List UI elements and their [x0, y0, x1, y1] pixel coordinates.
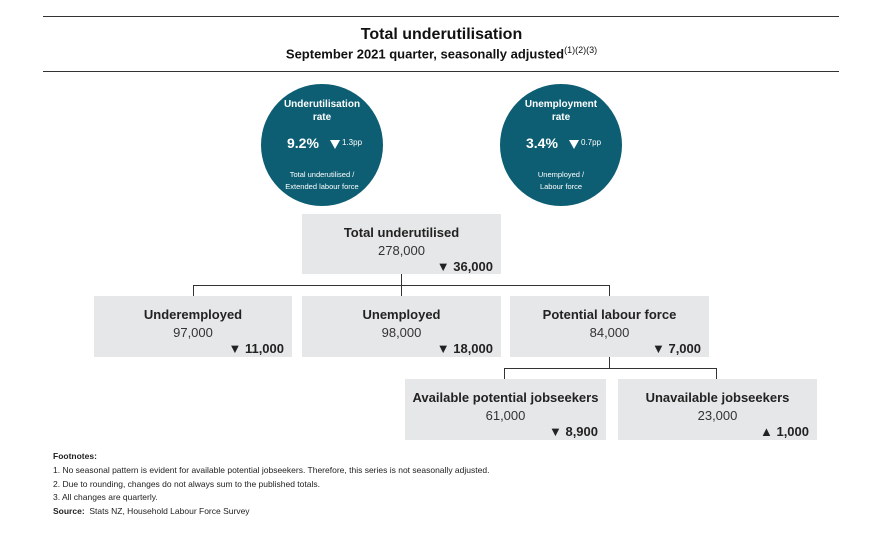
- box-title: Unemployed: [362, 307, 441, 322]
- box-title: Available potential jobseekers: [412, 390, 599, 405]
- box-title: Underemployed: [143, 307, 243, 322]
- underutilisation-rate-circle: Underutilisation rate 9.2% 1.3pp Total u…: [261, 84, 383, 206]
- unemployed-box: Unemployed 98,000 ▼ 18,000: [302, 296, 501, 357]
- connector-unavailable-drop: [716, 368, 717, 379]
- down-triangle-icon: [330, 140, 340, 149]
- box-value: 84,000: [589, 325, 630, 340]
- source-label: Source:: [53, 506, 85, 516]
- box-change: ▼ 7,000: [651, 341, 701, 356]
- box-value: 23,000: [697, 408, 738, 423]
- box-change: ▼ 36,000: [436, 259, 493, 274]
- footnote-2: 2. Due to rounding, changes do not alway…: [53, 479, 320, 489]
- box-change: ▼ 8,900: [548, 424, 598, 439]
- rate-desc-line1: Unemployed /: [537, 170, 585, 179]
- footnotes-heading: Footnotes:: [53, 451, 97, 461]
- connector-level3-horizontal: [504, 368, 717, 369]
- subtitle-footnote-refs: (1)(2)(3): [564, 45, 598, 55]
- potential-labour-force-box: Potential labour force 84,000 ▼ 7,000: [510, 296, 709, 357]
- rate-description: Total underutilised / Extended labour fo…: [261, 169, 383, 193]
- connector-underemployed-drop: [193, 285, 194, 296]
- subtitle-text: September 2021 quarter, seasonally adjus…: [285, 46, 565, 62]
- connector-potential-drop: [609, 285, 610, 296]
- rate-description: Unemployed / Labour force: [500, 169, 622, 193]
- box-value: 98,000: [381, 325, 422, 340]
- rate-title: Unemployment rate: [500, 98, 622, 124]
- rate-title-line2: rate: [551, 112, 571, 123]
- rate-change: 0.7pp: [581, 138, 602, 147]
- source-text: Stats NZ, Household Labour Force Survey: [89, 506, 250, 516]
- diagram-subtitle: September 2021 quarter, seasonally adjus…: [0, 45, 883, 61]
- available-potential-jobseekers-box: Available potential jobseekers 61,000 ▼ …: [405, 379, 606, 440]
- box-change: ▲ 1,000: [759, 424, 809, 439]
- rate-change: 1.3pp: [342, 138, 363, 147]
- rate-title-line2: rate: [312, 112, 332, 123]
- rate-title: Underutilisation rate: [261, 98, 383, 124]
- connector-total-down: [401, 274, 402, 285]
- header-bottom-rule: [43, 71, 839, 72]
- box-title: Total underutilised: [343, 225, 460, 240]
- box-change: ▼ 18,000: [436, 341, 493, 356]
- footnote-1: 1. No seasonal pattern is evident for av…: [53, 465, 490, 475]
- source-line: Source: Stats NZ, Household Labour Force…: [53, 506, 250, 516]
- rate-desc-line2: Extended labour force: [285, 182, 359, 191]
- unemployment-rate-circle: Unemployment rate 3.4% 0.7pp Unemployed …: [500, 84, 622, 206]
- box-title: Potential labour force: [542, 307, 677, 322]
- connector-unemployed-drop: [401, 285, 402, 296]
- box-value: 278,000: [378, 243, 425, 258]
- unavailable-jobseekers-box: Unavailable jobseekers 23,000 ▲ 1,000: [618, 379, 817, 440]
- total-underutilised-box: Total underutilised 278,000 ▼ 36,000: [302, 214, 501, 274]
- rate-value: 9.2%: [287, 135, 319, 151]
- rate-title-line1: Underutilisation: [283, 99, 361, 110]
- box-change: ▼ 11,000: [228, 341, 284, 356]
- rate-desc-line2: Labour force: [539, 182, 583, 191]
- rate-value: 3.4%: [526, 135, 558, 151]
- diagram-title: Total underutilisation: [360, 26, 523, 43]
- down-triangle-icon: [569, 140, 579, 149]
- box-title: Unavailable jobseekers: [645, 390, 790, 405]
- connector-available-drop: [504, 368, 505, 379]
- rate-title-line1: Unemployment: [524, 99, 598, 110]
- box-value: 61,000: [485, 408, 526, 423]
- footnote-3: 3. All changes are quarterly.: [53, 492, 158, 502]
- box-value: 97,000: [173, 325, 213, 340]
- connector-potential-down: [609, 357, 610, 368]
- top-rule: [43, 16, 839, 17]
- underemployed-box: Underemployed 97,000 ▼ 11,000: [94, 296, 292, 357]
- rate-desc-line1: Total underutilised /: [289, 170, 355, 179]
